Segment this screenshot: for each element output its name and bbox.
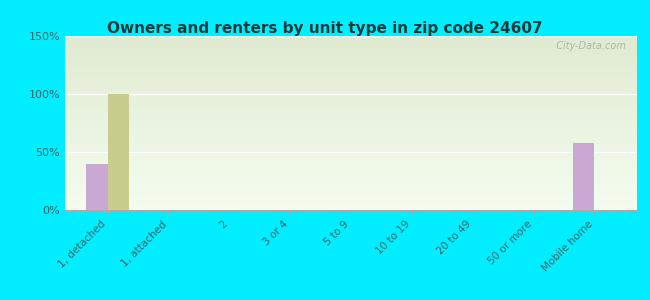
- Bar: [108, 94, 129, 210]
- Bar: [573, 143, 594, 210]
- Text: City-Data.com: City-Data.com: [550, 41, 625, 51]
- Text: Owners and renters by unit type in zip code 24607: Owners and renters by unit type in zip c…: [107, 21, 543, 36]
- Bar: [86, 164, 108, 210]
